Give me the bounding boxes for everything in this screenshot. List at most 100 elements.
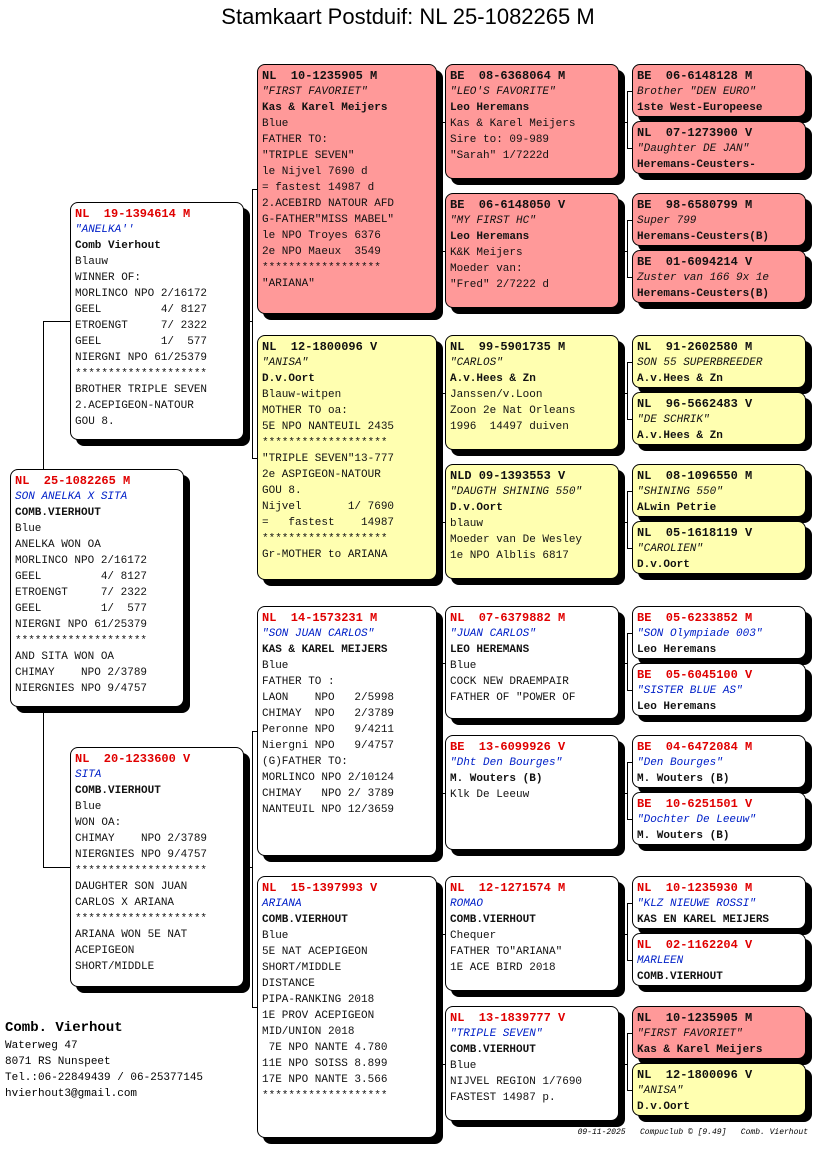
info-line: CHIMAY NPO 2/3789	[262, 708, 395, 720]
info-line: ********************	[75, 865, 208, 877]
pigeon-card-ddds[interactable]: NL 10-1235905 M "FIRST FAVORIET" Kas & Kar…	[632, 1006, 806, 1059]
owner: 1ste West-Europeese	[637, 102, 763, 114]
ring-number: BE 01-6094214 V	[637, 255, 753, 269]
owner: COMB.VIERHOUT	[450, 914, 536, 926]
owner: Kas & Karel Meijers	[637, 1044, 763, 1056]
info-line: Moeder van:	[450, 263, 523, 275]
info-line: Blue	[262, 118, 289, 130]
connector-line	[440, 1063, 445, 1065]
ring-number: NL 14-1573231 M	[262, 611, 378, 625]
info-line: FATHER OF "POWER OF	[450, 692, 576, 704]
connector-line	[627, 689, 632, 691]
connector-line	[43, 321, 70, 322]
pigeon-card-dssd[interactable]: BE 05-6045100 V "SISTER BLUE AS" Leo Herem…	[632, 663, 806, 716]
connector-line	[627, 147, 632, 149]
pigeon-card-ss[interactable]: NL 10-1235905 M "FIRST FAVORIET" Kas & Kar…	[257, 64, 437, 314]
connector-line	[440, 662, 445, 664]
pigeon-card-dsd[interactable]: BE 13-6099926 V "Dht Den Bourges" M. Woute…	[445, 735, 619, 850]
pigeon-name: "LEO'S FAVORITE"	[450, 86, 556, 98]
owner: D.v.Oort	[450, 502, 503, 514]
ring-number: NL 07-1273900 V	[637, 126, 753, 140]
pigeon-card-dsdd[interactable]: BE 10-6251501 V "Dochter De Leeuw" M. Wout…	[632, 792, 806, 845]
connector-line	[252, 731, 257, 732]
pigeon-card-ddd[interactable]: NL 13-1839777 V "TRIPLE SEVEN" COMB.VIERHO…	[445, 1006, 619, 1121]
info-line: 2e NPO Maeux 3549	[262, 246, 381, 258]
connector-line	[440, 933, 441, 1064]
pigeon-name: "Dochter De Leeuw"	[637, 814, 756, 826]
pigeon-card-dddd[interactable]: NL 12-1800096 V "ANISA" D.v.Oort	[632, 1063, 806, 1116]
pigeon-name: "KLZ NIEUWE ROSSI"	[637, 898, 756, 910]
pigeon-card-ddsd[interactable]: NL 02-1162204 V MARLEEN COMB.VIERHOUT	[632, 933, 806, 986]
ring-number: NL 96-5662483 V	[637, 397, 753, 411]
info-line: *******************	[262, 1090, 388, 1102]
info-line: GEEL 4/ 8127	[15, 571, 148, 583]
connector-line	[440, 933, 445, 935]
connector-line	[627, 490, 628, 548]
info-line: ETROENGT 7/ 2322	[75, 320, 208, 332]
pigeon-card-dds[interactable]: NL 12-1271574 M ROMAO COMB.VIERHOUT Chequer…	[445, 876, 619, 991]
ring-number: BE 06-6148128 M	[637, 69, 753, 83]
info-line: 5E NPO NANTEUIL 2435	[262, 421, 395, 433]
connector-line	[619, 662, 627, 664]
info-line: LAON NPO 2/5998	[262, 692, 395, 704]
pigeon-card-sdss[interactable]: NL 91-2602580 M SON 55 SUPERBREEDER A.v.He…	[632, 335, 806, 388]
owner: COMB.VIERHOUT	[637, 971, 723, 983]
connector-line	[627, 361, 628, 419]
connector-line	[619, 933, 627, 935]
pigeon-card-ssdd[interactable]: BE 01-6094214 V Zuster van 166 9x 1e Herem…	[632, 250, 806, 303]
connector-line	[252, 189, 253, 458]
pigeon-card-dss[interactable]: NL 07-6379882 M "JUAN CARLOS" LEO HEREMANS…	[445, 606, 619, 719]
pigeon-card-sssd[interactable]: NL 07-1273900 V "Daughter DE JAN" Heremans…	[632, 121, 806, 174]
pigeon-card-subject[interactable]: NL 25-1082265 M SON ANELKA X SITA COMB.VIE…	[10, 469, 184, 707]
info-line: SHORT/MIDDLE	[262, 962, 342, 974]
pigeon-name: ARIANA	[262, 898, 302, 910]
pigeon-card-ddss[interactable]: NL 10-1235930 M "KLZ NIEUWE ROSSI" KAS EN …	[632, 876, 806, 929]
ring-number: NL 02-1162204 V	[637, 938, 753, 952]
ring-number: NL 10-1235905 M	[637, 1011, 753, 1025]
info-line: PIPA-RANKING 2018	[262, 994, 375, 1006]
pigeon-card-dd[interactable]: NL 15-1397993 V ARIANA COMB.VIERHOUT Blue 5E…	[257, 876, 437, 1138]
pigeon-name: "FIRST FAVORIET"	[637, 1028, 743, 1040]
pigeon-card-ds[interactable]: NL 14-1573231 M "SON JUAN CARLOS" KAS & KA…	[257, 606, 437, 856]
info-line: ********************	[75, 913, 208, 925]
pigeon-name: "Daughter DE JAN"	[637, 143, 750, 155]
info-line: DAUGHTER SON JUAN	[75, 881, 188, 893]
pigeon-card-sdd[interactable]: NLD 09-1393553 V "DAUGTH SHINING 550" D.v.…	[445, 464, 619, 579]
info-line: "ARIANA"	[262, 278, 315, 290]
info-line: ARIANA WON 5E NAT	[75, 929, 188, 941]
connector-line	[440, 521, 445, 523]
info-line: "Fred" 2/7222 d	[450, 279, 550, 291]
owner: ALwin Petrie	[637, 502, 717, 514]
ring-number: NL 07-6379882 M	[450, 611, 566, 625]
pigeon-card-sdsd[interactable]: NL 96-5662483 V "DE SCHRIK" A.v.Hees & Zn	[632, 392, 806, 445]
info-line: Janssen/v.Loon	[450, 389, 543, 401]
info-line: le Nijvel 7690 d	[262, 166, 368, 178]
pigeon-name: "ANISA"	[262, 357, 309, 369]
pigeon-card-ssd[interactable]: BE 06-6148050 V "MY FIRST HC" Leo Heremans…	[445, 193, 619, 308]
info-line: "Sarah" 1/7222d	[450, 150, 550, 162]
ring-number: NL 25-1082265 M	[15, 474, 131, 488]
pigeon-card-dam[interactable]: NL 20-1233600 V SITA COMB.VIERHOUT Blue WON …	[70, 747, 244, 987]
pigeon-card-ssss[interactable]: BE 06-6148128 M Brother "DEN EURO" 1ste We…	[632, 64, 806, 117]
info-line: Kas & Karel Meijers	[450, 118, 576, 130]
connector-line	[627, 632, 632, 634]
connector-line	[440, 121, 441, 251]
pigeon-card-sire[interactable]: NL 19-1394614 M "ANELKA'' Comb Vierhout Bla…	[70, 202, 244, 440]
connector-line	[627, 361, 632, 363]
pigeon-card-dsds[interactable]: BE 04-6472084 M "Den Bourges" M. Wouters (…	[632, 735, 806, 788]
pigeon-card-ssds[interactable]: BE 98-6580799 M Super 799 Heremans-Ceuster…	[632, 193, 806, 246]
connector-line	[244, 321, 252, 322]
pigeon-card-sdds[interactable]: NL 08-1096550 M "SHINING 550" ALwin Petrie	[632, 464, 806, 517]
pigeon-card-sddd[interactable]: NL 05-1618119 V "CAROLIEN" D.v.Oort	[632, 521, 806, 574]
info-line: DISTANCE	[262, 978, 315, 990]
info-line: (G)FATHER TO:	[262, 756, 348, 768]
pigeon-name: "SHINING 550"	[637, 486, 723, 498]
pigeon-card-sd[interactable]: NL 12-1800096 V "ANISA" D.v.Oort Blauw-witp…	[257, 335, 437, 580]
pigeon-card-sss[interactable]: BE 08-6368064 M "LEO'S FAVORITE" Leo Herem…	[445, 64, 619, 179]
owner: D.v.Oort	[262, 373, 315, 385]
info-line: GOU 8.	[262, 485, 302, 497]
pigeon-card-dsss[interactable]: BE 05-6233852 M "SON Olympiade 003" Leo He…	[632, 606, 806, 659]
owner: KAS & KAREL MEIJERS	[262, 644, 388, 656]
pigeon-card-sds[interactable]: NL 99-5901735 M "CARLOS" A.v.Hees & Zn Jans…	[445, 335, 619, 450]
owner: Leo Heremans	[637, 701, 717, 713]
